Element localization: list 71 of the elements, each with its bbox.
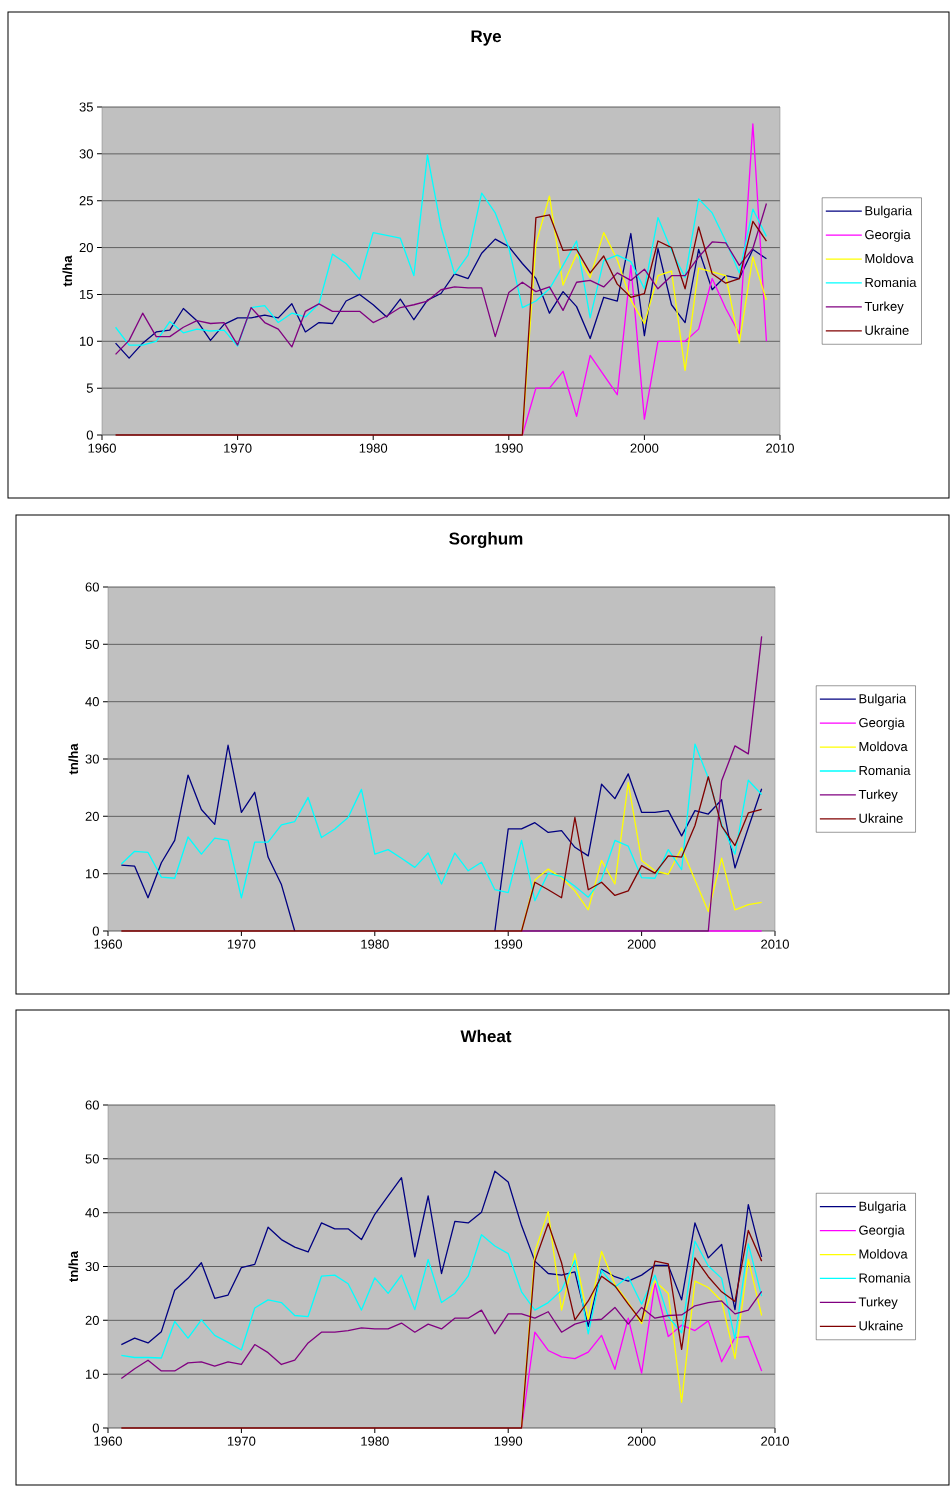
legend-label: Georgia [865, 229, 911, 242]
y-tick-label: 30 [79, 149, 93, 159]
line-series [120, 1170, 763, 1346]
legend-label: Ukraine [859, 1320, 903, 1331]
legend-label: Georgia [859, 717, 905, 730]
legend-label: Turkey [858, 1296, 898, 1310]
legend-label: Romania [865, 277, 917, 288]
x-tick-label: 1960 [94, 1436, 122, 1446]
y-tick-label: 20 [85, 1315, 99, 1325]
y-tick-label: 25 [79, 196, 93, 206]
legend-label: Bulgaria [859, 693, 907, 706]
x-tick-label: 2000 [627, 939, 656, 949]
legend-label: Bulgaria [865, 205, 913, 218]
legend-label: Georgia [859, 1225, 905, 1238]
x-tick-label: 1980 [359, 443, 388, 453]
y-axis-title: tn/ha [68, 743, 79, 775]
legend-label: Moldova [859, 1249, 908, 1259]
y-tick-label: 10 [86, 869, 99, 879]
legend-label: Turkey [864, 301, 904, 314]
y-tick-label: 35 [79, 102, 93, 112]
y-tick-label: 60 [85, 1100, 99, 1110]
y-tick-label: 50 [85, 1154, 99, 1164]
y-tick-label: 60 [85, 582, 99, 592]
chart-title: Sorghum [449, 532, 523, 548]
y-tick-label: 50 [85, 639, 99, 649]
legend-label: Ukraine [859, 813, 903, 823]
y-tick-label: 0 [92, 1423, 99, 1433]
y-tick-label: 40 [85, 697, 99, 707]
x-tick-label: 1970 [227, 1436, 256, 1446]
legend-label: Romania [859, 765, 911, 776]
y-tick-label: 40 [85, 1208, 99, 1218]
chart-title: Rye [471, 30, 502, 46]
legend-label: Moldova [859, 741, 908, 752]
x-tick-label: 1960 [94, 939, 122, 949]
x-tick-label: 1970 [227, 939, 256, 949]
y-tick-label: 0 [86, 430, 93, 440]
y-tick-label: 0 [92, 926, 99, 936]
legend-label: Romania [859, 1273, 911, 1283]
y-tick-label: 30 [85, 754, 99, 764]
y-tick-label: 10 [80, 336, 93, 346]
x-tick-label: 1990 [494, 939, 523, 949]
y-tick-label: 20 [85, 811, 99, 821]
x-tick-label: 2010 [761, 1436, 789, 1446]
x-tick-label: 1990 [494, 1436, 523, 1446]
line-series [520, 1282, 763, 1429]
legend-label: Ukraine [865, 325, 909, 335]
line-series [120, 1234, 763, 1359]
y-tick-label: 20 [79, 242, 93, 253]
y-tick-label: 5 [86, 383, 93, 393]
x-tick-label: 2000 [630, 443, 659, 453]
line-series [114, 154, 768, 347]
x-tick-label: 1960 [88, 443, 116, 453]
line-series [120, 1290, 763, 1380]
line-series [114, 232, 768, 359]
line-series [120, 743, 763, 902]
legend-label: Moldova [865, 253, 914, 264]
y-tick-label: 15 [80, 289, 93, 299]
legend-label: Turkey [858, 789, 898, 802]
x-tick-label: 2010 [761, 939, 789, 949]
legend-label: Bulgaria [859, 1201, 907, 1214]
x-tick-label: 1980 [361, 939, 389, 949]
x-tick-label: 2010 [766, 443, 794, 453]
x-tick-label: 2000 [627, 1436, 656, 1446]
chart-title: Wheat [460, 1029, 512, 1043]
x-tick-label: 1970 [224, 443, 252, 453]
y-axis-title: tn/ha [62, 255, 73, 287]
y-tick-label: 30 [85, 1261, 99, 1272]
y-tick-label: 10 [86, 1369, 99, 1379]
x-tick-label: 1980 [361, 1436, 389, 1446]
x-tick-label: 1990 [495, 443, 523, 453]
y-axis-title: tn/ha [68, 1250, 79, 1282]
